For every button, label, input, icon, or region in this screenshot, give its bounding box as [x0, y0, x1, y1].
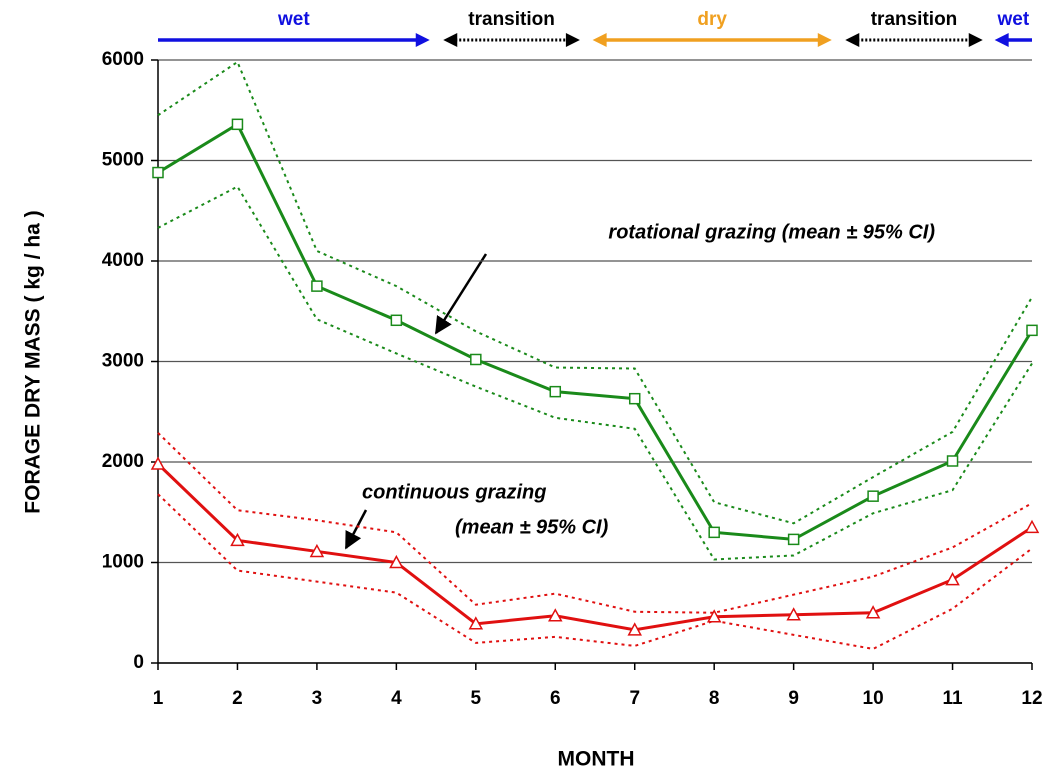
point — [946, 455, 959, 467]
y-tick-label: 3000 — [102, 351, 144, 372]
point — [867, 490, 879, 502]
point — [470, 353, 482, 366]
series-line — [157, 122, 1034, 541]
point — [786, 607, 801, 621]
point — [1026, 324, 1038, 337]
season-label: transition — [468, 9, 555, 30]
point — [390, 314, 403, 327]
point — [627, 622, 642, 636]
x-tick-label: 2 — [232, 688, 243, 709]
point — [945, 572, 960, 586]
x-axis-title: MONTH — [558, 748, 635, 771]
point — [230, 532, 245, 547]
season-arrowhead — [592, 33, 607, 47]
y-tick-label: 0 — [133, 652, 144, 673]
series-line — [156, 462, 1033, 632]
point — [708, 526, 720, 539]
x-tick-label: 11 — [942, 688, 963, 709]
point — [1024, 519, 1040, 534]
y-axis-title: FORAGE DRY MASS ( kg / ha ) — [22, 210, 45, 513]
season-label: transition — [871, 9, 958, 30]
annotation-arrow — [434, 253, 488, 335]
point — [468, 616, 484, 630]
x-tick-label: 6 — [550, 688, 561, 709]
season-arrowhead — [845, 33, 860, 47]
season-arrowhead — [415, 33, 430, 47]
annotation: (mean ± 95% CI) — [455, 516, 609, 538]
point — [389, 554, 404, 569]
x-tick-label: 5 — [471, 688, 482, 709]
point — [548, 608, 563, 622]
point — [309, 543, 325, 558]
point — [628, 392, 641, 405]
y-tick-label: 4000 — [102, 250, 144, 271]
season-arrowhead — [443, 33, 458, 47]
season-label: dry — [697, 9, 727, 30]
ci-line — [157, 185, 1033, 561]
season-arrowhead — [994, 33, 1009, 47]
point — [150, 456, 166, 470]
x-tick-label: 1 — [153, 688, 164, 709]
x-tick-label: 12 — [1021, 688, 1042, 709]
ci-line — [157, 60, 1033, 525]
season-arrowhead — [968, 33, 983, 47]
point — [311, 280, 323, 292]
ci-line — [157, 432, 1033, 614]
x-tick-label: 3 — [312, 688, 323, 709]
point — [231, 118, 244, 131]
x-tick-label: 7 — [629, 688, 640, 709]
y-tick-label: 6000 — [102, 49, 144, 70]
point — [706, 609, 722, 623]
season-label: wet — [277, 9, 310, 30]
annotation: continuous grazing — [362, 481, 546, 503]
x-tick-label: 10 — [863, 688, 884, 709]
season-arrowhead — [565, 33, 580, 47]
season-arrowhead — [817, 33, 832, 47]
annotation: rotational grazing (mean ± 95% CI) — [608, 221, 935, 243]
annotation-arrow — [344, 509, 368, 550]
y-tick-label: 5000 — [102, 150, 144, 171]
point — [787, 533, 800, 546]
y-tick-label: 1000 — [102, 552, 144, 573]
x-tick-label: 8 — [709, 688, 720, 709]
x-tick-label: 4 — [391, 688, 402, 709]
y-tick-label: 2000 — [102, 451, 144, 472]
point — [865, 605, 881, 619]
ci-line — [157, 493, 1033, 650]
x-tick-label: 9 — [788, 688, 799, 709]
point — [549, 385, 562, 398]
season-label: wet — [996, 9, 1029, 30]
point — [152, 166, 164, 179]
